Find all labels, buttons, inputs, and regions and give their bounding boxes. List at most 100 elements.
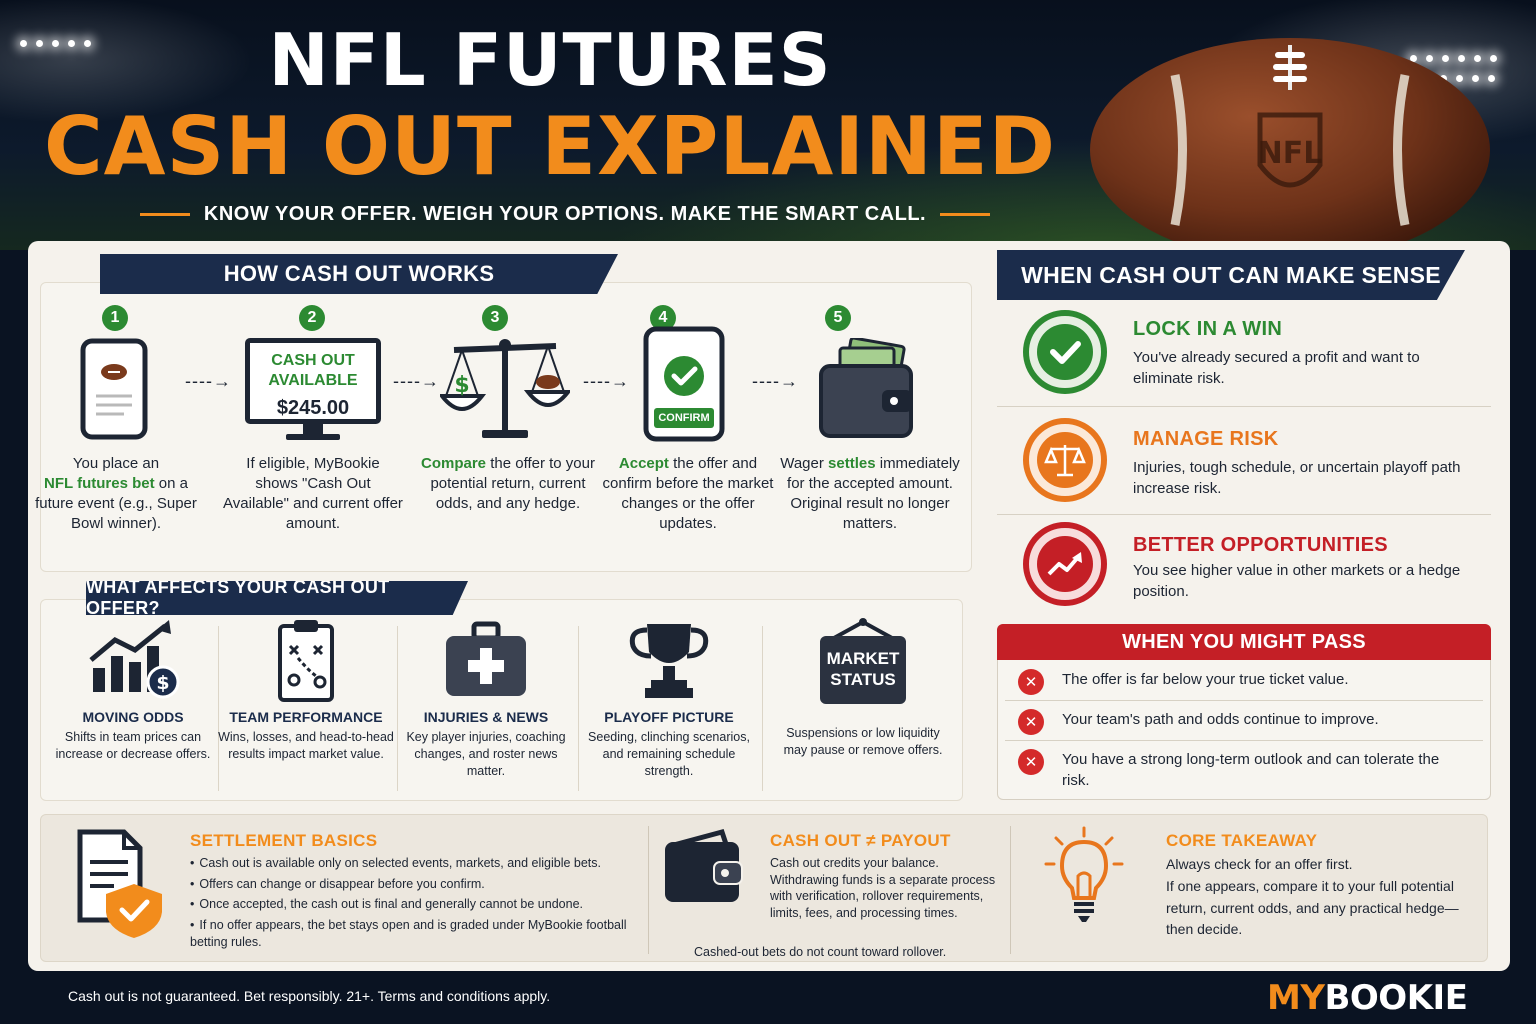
affect-5-title — [774, 704, 952, 721]
tagline: KNOW YOUR OFFER. WEIGH YOUR OPTIONS. MAK… — [203, 203, 927, 225]
affects-divider-3 — [578, 626, 579, 791]
clipboard-play-icon — [278, 620, 334, 702]
pass-title: WHEN YOU MIGHT PASS — [997, 624, 1491, 660]
affect-2-title: TEAM PERFORMANCE — [229, 709, 383, 725]
affects-divider-2 — [397, 626, 398, 791]
pass-divider-2 — [1005, 740, 1483, 741]
pass-divider-1 — [1005, 700, 1483, 701]
step-1-text: You place an NFL futures bet on a future… — [26, 454, 206, 534]
flow-arrow-4: ----→ — [752, 371, 799, 391]
affect-2-text: Wins, losses, and head-to-head results i… — [218, 730, 394, 761]
market-status-sign-icon: MARKET STATUS — [774, 618, 952, 704]
x-mark-icon: ✕ — [1018, 669, 1044, 695]
phone-bet-icon — [80, 338, 148, 440]
step-3-text: Compare the offer to your potential retu… — [418, 454, 598, 514]
pass-item-2-text: Your team's path and odds continue to im… — [1062, 711, 1379, 728]
affect-3-text: Key player injuries, coaching changes, a… — [406, 730, 566, 778]
takeaway-title: CORE TAKEAWAY — [1166, 831, 1318, 850]
settlement-bullet-3: Once accepted, the cash out is final and… — [190, 894, 642, 915]
svg-text:NFL: NFL — [1258, 136, 1323, 171]
confirm-button-label: CONFIRM — [658, 412, 710, 424]
sense-2-text: Injuries, tough schedule, or uncertain p… — [1133, 459, 1461, 497]
affects-section — [40, 599, 963, 801]
step-1-bold: NFL futures bet — [44, 475, 155, 492]
stadium-lights-left — [20, 40, 91, 47]
affect-1-text: Shifts in team prices can increase or de… — [55, 730, 211, 761]
settlement-bullet-1: Cash out is available only on selected e… — [190, 853, 642, 874]
phone-confirm-icon — [643, 326, 725, 442]
bottom-divider-1 — [648, 826, 649, 954]
sense-title: WHEN CASH OUT CAN MAKE SENSE — [997, 250, 1465, 300]
pass-item-3-text: You have a strong long-term outlook and … — [1062, 751, 1440, 789]
monitor-icon: CASH OUT AVAILABLE $245.00 — [245, 338, 381, 424]
affect-4-title: PLAYOFF PICTURE — [604, 709, 734, 725]
scale-icon: $ — [440, 339, 570, 438]
takeaway-line-2: If one appears, compare it to your full … — [1166, 878, 1459, 937]
sense-1-text: You've already secured a profit and want… — [1133, 349, 1420, 387]
logo-my: MY — [1267, 978, 1325, 1018]
footer-disclaimer: Cash out is not guaranteed. Bet responsi… — [68, 988, 551, 1004]
step-4-post: the offer and confirm before the market … — [602, 455, 774, 532]
affects-title: WHAT AFFECTS YOUR CASH OUT OFFER? — [86, 581, 468, 615]
sense-item-better-opps: BETTER OPPORTUNITIES You see higher valu… — [997, 516, 1491, 612]
screen-cash-out-line2: AVAILABLE — [268, 372, 358, 389]
sense-item-manage-risk: MANAGE RISK Injuries, tough schedule, or… — [997, 408, 1491, 514]
affect-5-text: Suspensions or low liquidity may pause o… — [783, 726, 943, 757]
mybookie-logo: MYBOOKIE — [1267, 978, 1468, 1018]
tagline-row: KNOW YOUR OFFER. WEIGH YOUR OPTIONS. MAK… — [140, 203, 990, 226]
step-3-number: 3 — [482, 305, 508, 331]
affect-market-status: MARKET STATUS Suspensions or low liquidi… — [774, 618, 952, 759]
document-shield-icon — [77, 829, 162, 938]
step-2-number: 2 — [299, 305, 325, 331]
title-line-2: CASH OUT EXPLAINED — [43, 100, 1057, 193]
how-it-works-title: HOW CASH OUT WORKS — [100, 254, 618, 294]
svg-text:$: $ — [156, 672, 169, 694]
step-1-number: 1 — [102, 305, 128, 331]
flow-arrow-3: ----→ — [583, 371, 630, 391]
affects-divider-4 — [762, 626, 763, 791]
step-5-pre: Wager — [780, 455, 824, 472]
checkmark-icon — [1037, 324, 1093, 380]
market-sign-line1: MARKET — [826, 649, 900, 668]
takeaway-line-1: Always check for an offer first. — [1166, 856, 1353, 872]
football-icon: NFL — [1090, 38, 1490, 255]
pass-item-1-text: The offer is far below your true ticket … — [1062, 671, 1349, 688]
screen-cash-out-line1: CASH OUT — [271, 352, 355, 369]
payout-text: Cash out credits your balance. Withdrawi… — [770, 856, 996, 920]
first-aid-kit-icon — [446, 621, 526, 696]
trophy-icon — [629, 624, 709, 698]
trend-up-icon — [1037, 536, 1093, 592]
lightbulb-icon — [1044, 826, 1124, 922]
sense-1-title: LOCK IN A WIN — [1133, 318, 1283, 340]
monitor-stand — [303, 424, 323, 434]
pass-item-3: ✕ You have a strong long-term outlook an… — [1018, 749, 1462, 791]
affect-1-title: MOVING ODDS — [82, 709, 184, 725]
step-5-number: 5 — [825, 305, 851, 331]
svg-text:$: $ — [454, 373, 469, 398]
payout-note: Cashed-out bets do not count toward roll… — [694, 945, 947, 959]
balance-scale-icon — [1037, 432, 1093, 488]
x-mark-icon: ✕ — [1018, 709, 1044, 735]
affect-4-text: Seeding, clinching scenarios, and remain… — [588, 730, 750, 778]
settlement-title: SETTLEMENT BASICS — [190, 831, 378, 850]
step-4-bold: Accept — [618, 455, 669, 472]
better-opps-badge — [1023, 522, 1107, 606]
affects-divider-1 — [218, 626, 219, 791]
payout-title: CASH OUT ≠ PAYOUT — [770, 831, 951, 850]
market-sign-line2: STATUS — [830, 670, 896, 689]
step-2-text: If eligible, MyBookie shows "Cash Out Av… — [223, 455, 403, 532]
flow-arrow-1: ----→ — [185, 371, 232, 391]
step-5-text: Wager settles immediately for the accept… — [780, 454, 960, 534]
wallet-money-icon — [819, 338, 913, 438]
sense-3-title: BETTER OPPORTUNITIES — [1133, 534, 1388, 556]
lock-win-badge — [1023, 310, 1107, 394]
affect-team-performance: TEAM PERFORMANCE Wins, losses, and head-… — [217, 618, 395, 763]
step-4-text: Accept the offer and confirm before the … — [598, 454, 778, 534]
sense-2-title: MANAGE RISK — [1133, 428, 1279, 450]
stadium-lights-right — [1410, 55, 1497, 62]
settlement-bullet-4: If no offer appears, the bet stays open … — [190, 915, 642, 951]
manage-risk-badge — [1023, 418, 1107, 502]
flow-arrow-2: ----→ — [393, 371, 440, 391]
hero-banner: NFL FUTURES CASH OUT EXPLAINED KNOW YOUR… — [0, 0, 1536, 255]
wallet-icon — [665, 828, 743, 902]
